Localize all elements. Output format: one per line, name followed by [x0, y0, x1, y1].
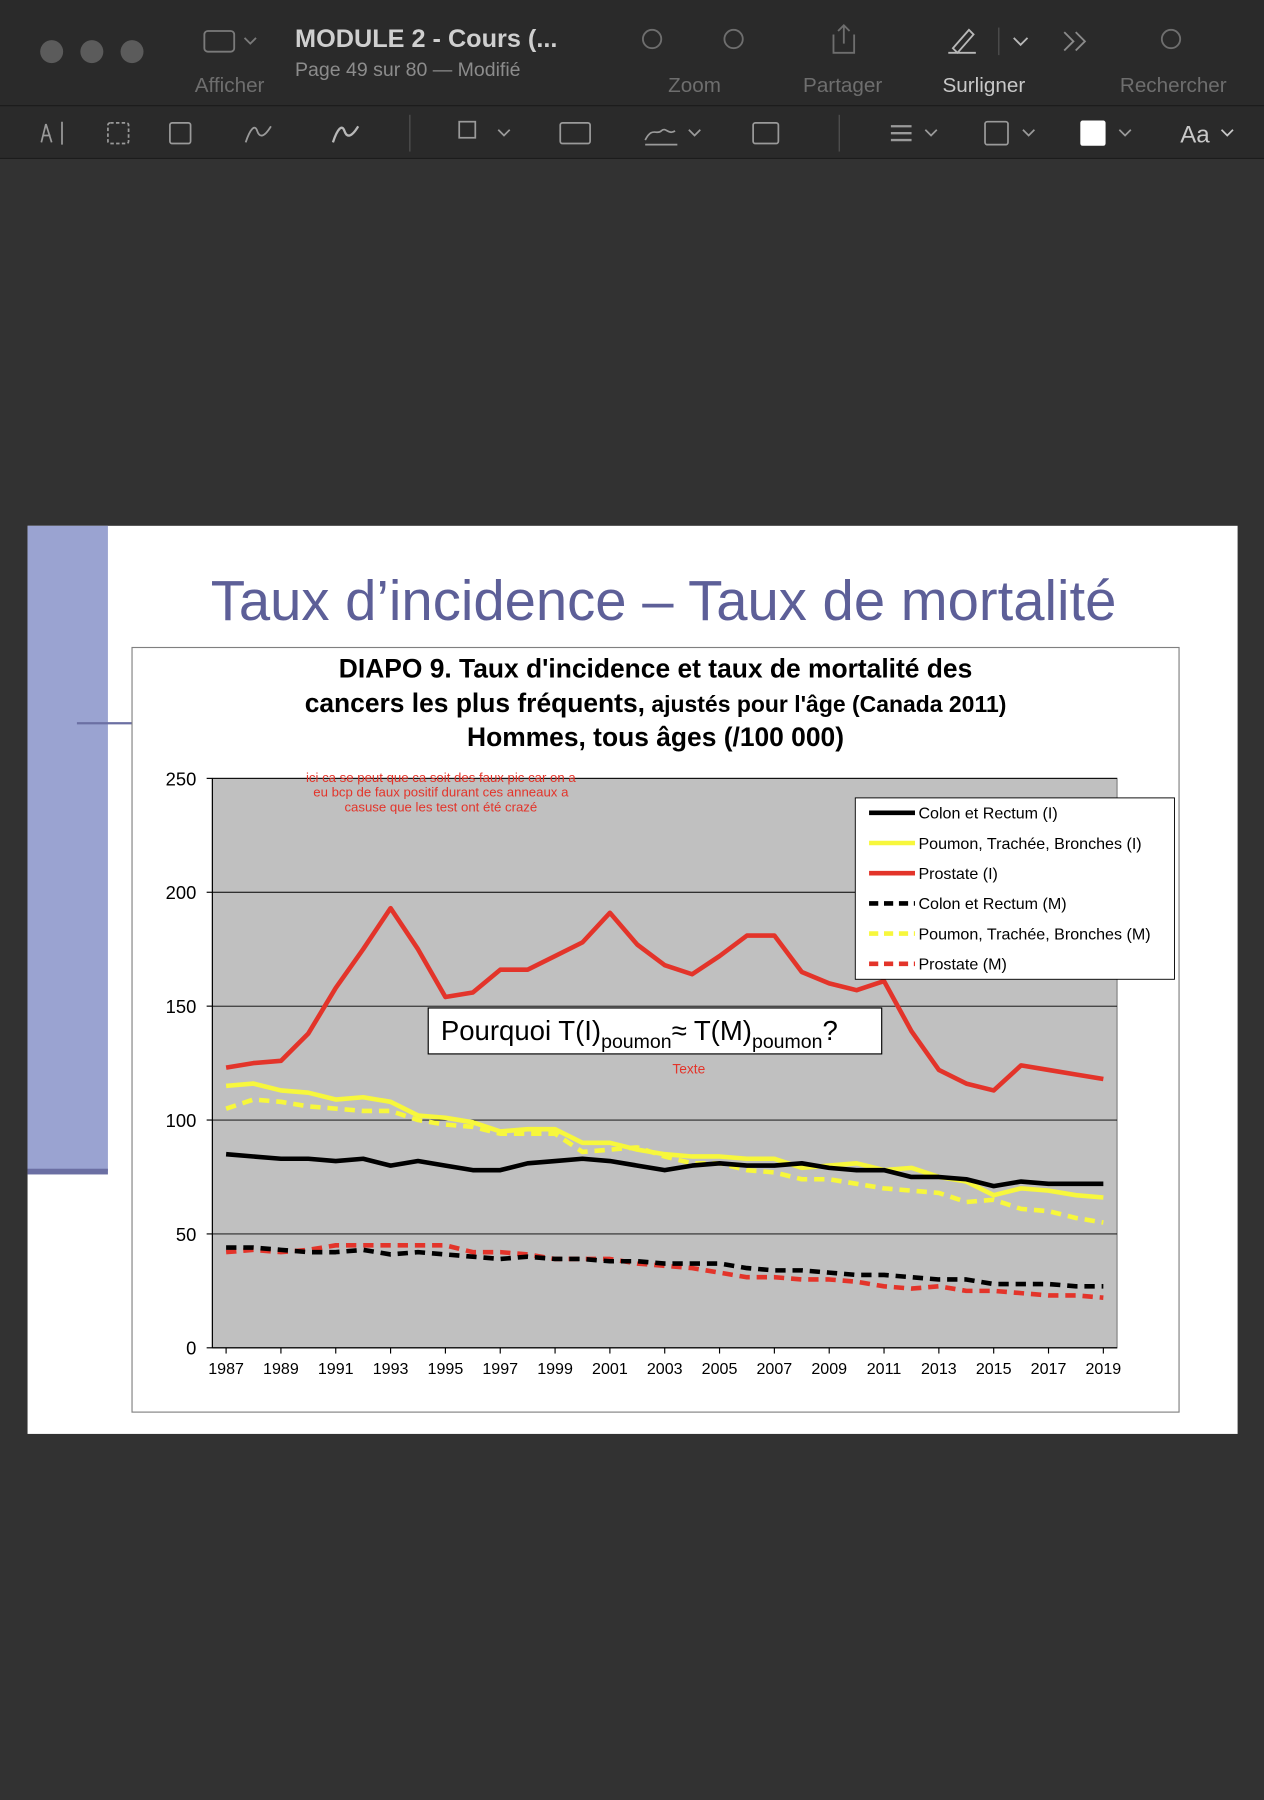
line-style-icon[interactable]	[890, 125, 912, 142]
question-part: ≈ T(M)	[672, 1015, 752, 1046]
chart-title-part: Hommes, tous âges (/100 000)	[467, 722, 844, 752]
toolbar-label[interactable]: Zoom	[668, 74, 721, 97]
search-icon[interactable]	[1160, 28, 1182, 50]
sign-icon[interactable]	[644, 128, 678, 146]
y-tick-label: 200	[166, 882, 197, 903]
chevron-icon[interactable]	[1013, 37, 1029, 47]
slide-side-band	[27, 525, 108, 1172]
draw-icon[interactable]	[331, 125, 360, 143]
toolbar-label[interactable]: Partager	[803, 74, 882, 97]
border-color-icon[interactable]	[984, 120, 1009, 146]
toolbar	[0, 0, 1264, 159]
chevron-icon[interactable]	[1220, 129, 1234, 137]
annotation: ici ca se peut que ca soit des faux pic …	[306, 770, 576, 785]
legend-label: Colon et Rectum (M)	[918, 895, 1066, 913]
chevron-icon[interactable]	[1022, 129, 1036, 137]
legend-label: Poumon, Trachée, Bronches (M)	[918, 925, 1150, 943]
page-info: Page 49 sur 80 — Modifié	[295, 59, 520, 81]
chart-title-part: cancers les plus fréquents,	[305, 688, 645, 718]
legend-label: Prostate (I)	[918, 865, 997, 883]
chart-title-part: DIAPO 9. Taux d'incidence et taux de mor…	[339, 653, 972, 683]
series-line	[225, 1151, 1104, 1189]
legend	[854, 797, 1175, 980]
more-icon[interactable]	[1063, 31, 1087, 52]
legend-label: Prostate (M)	[918, 956, 1006, 974]
x-tick-label: 1989	[263, 1360, 299, 1378]
x-tick-label: 2003	[647, 1360, 683, 1378]
chevron-icon[interactable]	[688, 129, 701, 137]
y-tick-label: 0	[186, 1338, 196, 1359]
question-part: ?	[822, 1015, 837, 1046]
sidebar-icon[interactable]	[203, 30, 236, 53]
chevron-icon[interactable]	[497, 129, 511, 137]
legend-label: Poumon, Trachée, Bronches (I)	[918, 835, 1141, 853]
zoom-out-icon[interactable]	[641, 28, 663, 50]
rect-select-icon[interactable]	[107, 121, 130, 145]
y-tick-label: 150	[166, 996, 197, 1017]
x-tick-label: 2013	[921, 1360, 957, 1378]
chart: DIAPO 9. Taux d'incidence et taux de mor…	[166, 653, 1175, 1378]
document-title: MODULE 2 - Cours (...	[295, 25, 557, 53]
series-line	[225, 905, 1104, 1093]
fill-color-icon[interactable]	[1080, 120, 1106, 146]
highlight-icon[interactable]	[948, 28, 976, 55]
text-box-icon[interactable]	[559, 121, 591, 145]
chart-title: cancers les plus fréquents, ajustés pour…	[305, 688, 1007, 718]
series-line	[225, 1243, 1104, 1300]
text-select-icon[interactable]	[40, 121, 63, 145]
zoom-button[interactable]	[120, 40, 144, 64]
chart-title: Hommes, tous âges (/100 000)	[467, 722, 844, 752]
font-button[interactable]: Aa	[1180, 121, 1210, 148]
x-tick-label: 2015	[976, 1360, 1012, 1378]
sketch-icon[interactable]	[244, 125, 272, 143]
y-tick-label: 100	[166, 1110, 197, 1131]
x-tick-label: 1987	[208, 1360, 244, 1378]
x-tick-label: 2017	[1031, 1360, 1067, 1378]
x-tick-label: 2019	[1085, 1360, 1121, 1378]
x-tick-label: 2005	[702, 1360, 738, 1378]
chart-title: DIAPO 9. Taux d'incidence et taux de mor…	[339, 653, 972, 683]
question-part: Pourquoi T(I)	[441, 1015, 601, 1046]
close-button[interactable]	[40, 40, 64, 64]
toolbar-label[interactable]: Afficher	[195, 74, 265, 97]
y-tick-label: 50	[176, 1224, 196, 1245]
x-tick-label: 2011	[867, 1360, 902, 1378]
x-tick-label: 1999	[537, 1360, 573, 1378]
legend-label: Colon et Rectum (I)	[918, 805, 1057, 823]
annotation-note: Texte	[672, 1061, 705, 1076]
share-icon[interactable]	[832, 23, 856, 54]
chart-title-part: ajustés pour l'âge (Canada 2011)	[645, 691, 1006, 717]
shapes-icon[interactable]	[458, 120, 477, 139]
question-box	[427, 1007, 883, 1055]
minimize-button[interactable]	[80, 40, 104, 64]
x-tick-label: 2007	[757, 1360, 793, 1378]
question-subscript: poumon	[752, 1031, 822, 1053]
x-tick-label: 1991	[318, 1360, 354, 1378]
question-subscript: poumon	[601, 1031, 671, 1053]
slide-band-rule	[27, 1168, 108, 1175]
x-tick-label: 2001	[592, 1360, 628, 1378]
x-tick-label: 2009	[811, 1360, 847, 1378]
toolbar-label[interactable]: Surligner	[943, 74, 1026, 97]
chevron-icon[interactable]	[1118, 129, 1132, 137]
slide-title: Taux d’incidence – Taux de mortalité	[211, 569, 1117, 632]
chevron-icon[interactable]	[243, 37, 257, 45]
y-tick-label: 250	[166, 768, 197, 789]
x-tick-label: 1997	[482, 1360, 518, 1378]
question: Pourquoi T(I)poumon≈ T(M)poumon?	[441, 1015, 838, 1053]
chevron-icon[interactable]	[924, 129, 938, 137]
x-tick-label: 1995	[428, 1360, 464, 1378]
x-tick-label: 1993	[373, 1360, 409, 1378]
series-line	[226, 1245, 1104, 1289]
zoom-in-icon[interactable]	[723, 28, 744, 50]
annotation: casuse que les test ont été crazé	[344, 800, 537, 815]
form-icon[interactable]	[752, 121, 780, 145]
smart-lasso-icon[interactable]	[169, 121, 192, 145]
annotation: eu bcp de faux positif durant ces anneau…	[313, 785, 569, 800]
toolbar-label[interactable]: Rechercher	[1120, 74, 1227, 97]
